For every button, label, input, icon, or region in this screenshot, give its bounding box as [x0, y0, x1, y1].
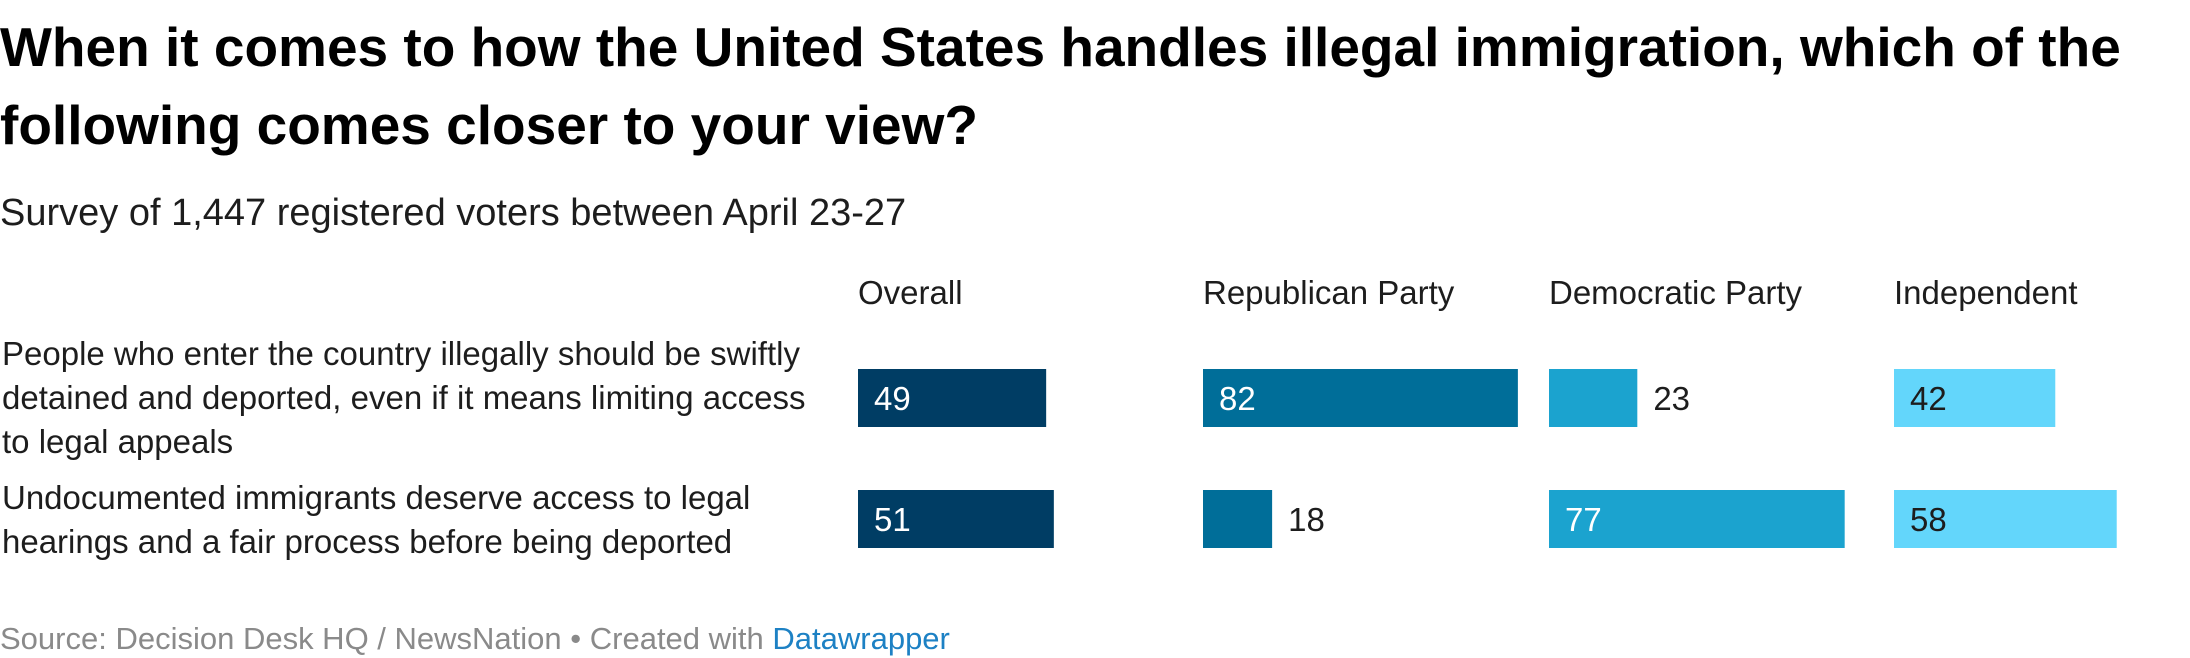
- value-label-democratic-deport: 23: [1653, 380, 1690, 417]
- value-label-democratic-fair-process: 77: [1565, 501, 1602, 538]
- column-header-independent: Independent: [1894, 274, 2078, 311]
- bar-democratic-deport: [1549, 369, 1638, 427]
- value-label-independent-fair-process: 58: [1910, 501, 1947, 538]
- value-label-overall-deport: 49: [874, 380, 911, 417]
- column-header-republican: Republican Party: [1203, 274, 1455, 311]
- value-label-overall-fair-process: 51: [874, 501, 911, 538]
- chart-footer: Source: Decision Desk HQ / NewsNation • …: [0, 620, 950, 658]
- bar-overall-deport: [858, 369, 1047, 427]
- bar-democratic-fair-process: [1549, 490, 1845, 548]
- created-with-text: Created with: [589, 621, 773, 656]
- chart-subtitle: Survey of 1,447 registered voters betwee…: [0, 192, 907, 234]
- datawrapper-link[interactable]: Datawrapper: [772, 621, 950, 656]
- column-header-overall: Overall: [858, 274, 963, 311]
- value-label-republican-fair-process: 18: [1288, 501, 1325, 538]
- footer-separator: •: [561, 621, 590, 656]
- value-label-independent-deport: 42: [1910, 380, 1947, 417]
- row-label-fair-process: Undocumented immigrants deserve access t…: [2, 479, 751, 560]
- bar-independent-fair-process: [1894, 490, 2117, 548]
- value-label-republican-deport: 82: [1219, 380, 1256, 417]
- bar-republican-deport: [1203, 369, 1518, 427]
- bar-independent-deport: [1894, 369, 2056, 427]
- bar-overall-fair-process: [858, 490, 1054, 548]
- source-text: Source: Decision Desk HQ / NewsNation: [0, 621, 562, 656]
- column-header-democratic: Democratic Party: [1549, 274, 1803, 311]
- chart-title: When it comes to how the United States h…: [0, 16, 2121, 156]
- row-label-deport: People who enter the country illegally s…: [2, 335, 806, 460]
- bar-republican-fair-process: [1203, 490, 1273, 548]
